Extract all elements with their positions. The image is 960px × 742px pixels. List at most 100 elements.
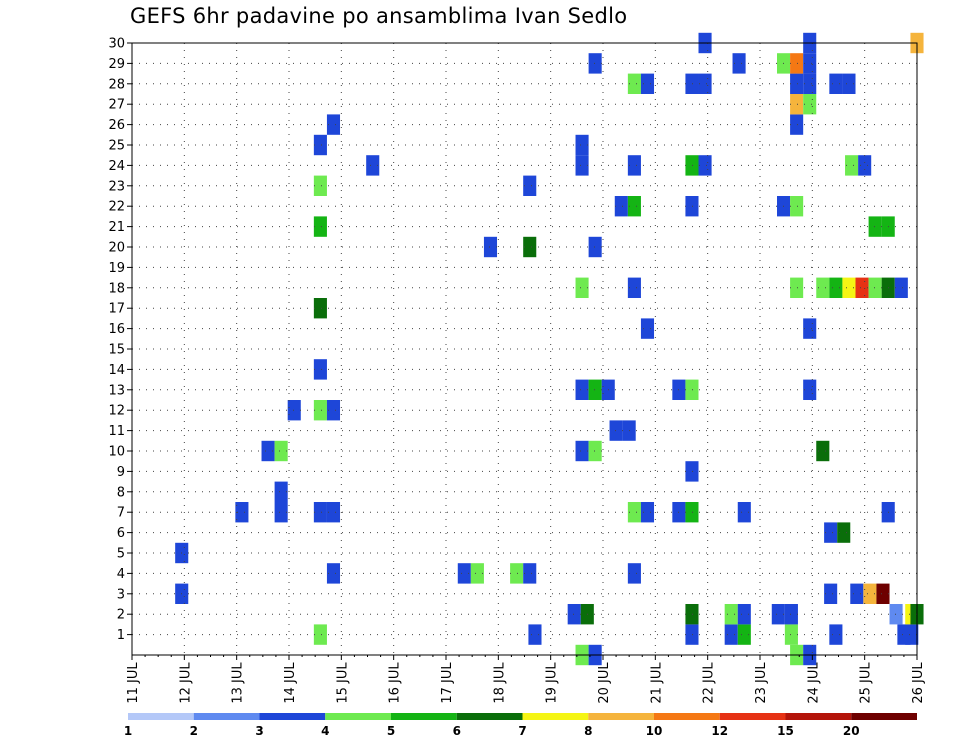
y-tick-label: 9	[117, 465, 125, 480]
precip-cell	[889, 604, 903, 625]
y-tick-label: 20	[108, 241, 125, 256]
precip-cell	[567, 604, 581, 625]
precip-cell	[261, 440, 275, 462]
precip-cell	[235, 502, 249, 523]
color-legend: 1 2 3 4 5 6 7 8 10 12 15 20	[124, 713, 917, 738]
precip-cell	[575, 155, 589, 176]
precip-cell	[640, 502, 655, 523]
precip-cell	[575, 379, 589, 400]
precip-cell	[803, 73, 817, 94]
y-tick-label: 22	[108, 200, 125, 215]
y-tick-label: 24	[108, 159, 125, 174]
precip-cell	[523, 563, 537, 584]
precip-cell	[784, 604, 798, 625]
legend-label: 10	[646, 724, 663, 738]
precip-cell	[732, 53, 746, 74]
y-tick-label: 29	[108, 57, 125, 72]
precip-cell	[640, 318, 655, 339]
precip-cell	[737, 502, 751, 523]
precip-cell	[470, 563, 484, 584]
y-tick-label: 17	[108, 302, 125, 317]
precip-cell	[685, 196, 699, 217]
legend-label: 3	[255, 724, 263, 738]
precip-cell	[868, 216, 882, 237]
y-tick-label: 10	[108, 445, 125, 460]
precip-cell	[313, 298, 327, 319]
precip-cell	[845, 155, 859, 176]
x-tick-label: 19 JUL	[545, 662, 560, 704]
y-tick-label: 7	[117, 506, 125, 521]
y-tick-label: 6	[117, 526, 125, 541]
x-tick-label: 18 JUL	[492, 662, 507, 704]
y-tick-label: 13	[108, 383, 125, 398]
precip-cell	[313, 216, 327, 237]
legend-label: 5	[387, 724, 395, 738]
precip-cell	[313, 359, 327, 380]
precip-cell	[685, 379, 699, 400]
precip-cell	[326, 502, 341, 523]
x-tick-label: 17 JUL	[440, 662, 455, 704]
precip-cell	[685, 461, 699, 482]
legend-label: 2	[190, 724, 198, 738]
precip-cell	[313, 502, 327, 523]
precip-cell	[685, 155, 699, 176]
precip-cell	[287, 400, 301, 421]
precip-cell	[842, 277, 856, 298]
precip-cell	[863, 583, 877, 604]
precip-cell	[803, 94, 817, 115]
legend-label: 15	[777, 724, 794, 738]
legend-color-swatch	[456, 713, 523, 720]
x-tick-label: 23 JUL	[754, 662, 769, 704]
precip-cell	[274, 481, 288, 502]
y-tick-label: 19	[108, 261, 125, 276]
x-tick-label: 12 JUL	[178, 662, 193, 704]
precip-cell	[790, 277, 804, 298]
precip-cell	[790, 53, 804, 74]
precip-cell	[523, 236, 537, 258]
precip-cell	[737, 604, 751, 625]
y-tick-label: 5	[117, 547, 125, 562]
precip-cell	[627, 73, 641, 94]
precip-cell	[274, 440, 288, 462]
precip-cell	[326, 400, 341, 421]
x-tick-label: 24 JUL	[806, 662, 821, 704]
legend-color-swatch	[785, 713, 852, 720]
precip-cell	[790, 196, 804, 217]
precip-cell	[850, 583, 864, 604]
precip-cell	[698, 155, 712, 176]
y-tick-label: 12	[108, 404, 125, 419]
precip-cell	[609, 420, 623, 441]
cells-layer	[175, 32, 924, 666]
x-tick-label: 11 JUL	[126, 662, 141, 704]
y-tick-label: 26	[108, 118, 125, 133]
precip-cell	[824, 583, 838, 604]
legend-color-swatch	[851, 713, 917, 720]
precip-cell	[627, 155, 641, 176]
precip-cell	[685, 73, 699, 94]
precip-cell	[510, 563, 524, 584]
x-tick-label: 13 JUL	[231, 662, 246, 704]
x-tick-label: 14 JUL	[283, 662, 298, 704]
y-tick-label: 16	[108, 322, 125, 337]
precip-cell	[588, 440, 602, 462]
precip-cell	[627, 502, 641, 523]
precip-cell	[640, 73, 655, 94]
precip-cell	[685, 604, 699, 625]
y-tick-label: 14	[108, 363, 125, 378]
precip-cell	[894, 277, 908, 298]
legend-color-swatch	[325, 713, 391, 720]
precip-cell	[784, 624, 798, 645]
precip-cell	[803, 53, 817, 74]
precip-cell	[313, 175, 327, 196]
precip-cell	[483, 236, 498, 258]
precip-cell	[724, 624, 738, 645]
precip-cell	[528, 624, 542, 645]
y-tick-label: 21	[108, 220, 125, 235]
x-tick-label: 21 JUL	[649, 662, 664, 704]
precip-cell	[313, 400, 327, 421]
legend-label: 12	[711, 724, 728, 738]
precip-cell	[326, 114, 341, 135]
x-tick-label: 16 JUL	[388, 662, 403, 704]
precip-cell	[829, 73, 843, 94]
y-tick-label: 30	[108, 37, 125, 52]
